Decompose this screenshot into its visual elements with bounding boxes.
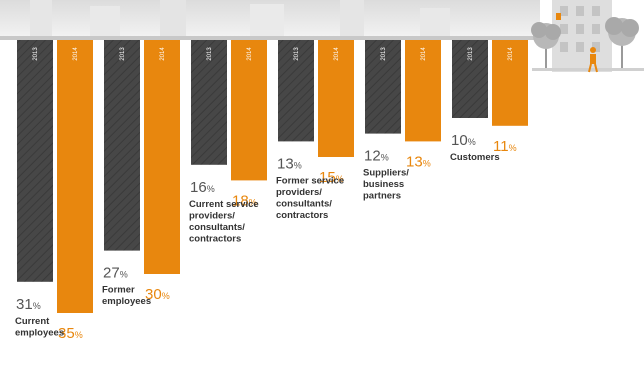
bar-2014-3 (318, 40, 354, 157)
year-label-2014: 2014 (73, 47, 79, 61)
bar-2013-1 (104, 40, 140, 251)
bar-2014-5 (492, 40, 528, 126)
value-label-2013: 27% (103, 265, 128, 282)
category-label: Current employees (15, 316, 64, 339)
year-label-2014: 2014 (334, 47, 340, 61)
category-label: Suppliers/business partners (363, 168, 409, 202)
bar-2013-5 (452, 40, 488, 118)
category-label: Current service providers/consultants/con… (189, 199, 259, 245)
person-icon (588, 47, 598, 73)
value-label-2014: 13% (406, 153, 431, 170)
category-label: Customers (450, 152, 500, 163)
bar-2014-0 (57, 40, 93, 313)
value-label-2013: 16% (190, 179, 215, 196)
tree-icon (605, 17, 639, 68)
tree-icon (531, 22, 561, 68)
bar-2013-4 (365, 40, 401, 134)
year-label-2013: 2013 (381, 47, 387, 61)
value-label-2013: 31% (16, 296, 41, 313)
bar-2014-2 (231, 40, 267, 181)
bar-2014-1 (144, 40, 180, 274)
value-label-2013: 10% (451, 132, 476, 149)
year-label-2014: 2014 (160, 47, 166, 61)
year-label-2013: 2013 (294, 47, 300, 61)
value-label-2013: 12% (364, 148, 389, 165)
category-label: Former service providers/consultants/cont… (276, 175, 344, 221)
value-label-2014: 35% (58, 325, 83, 342)
year-label-2013: 2013 (120, 47, 126, 61)
bar-2013-2 (191, 40, 227, 165)
bar-2013-0 (17, 40, 53, 282)
year-label-2013: 2013 (468, 47, 474, 61)
value-label-2014: 30% (145, 286, 170, 303)
building-illustration (532, 0, 644, 72)
category-label: Former employees (102, 285, 151, 308)
chart-marks: 2013 2014 31% 35%Current employees 2013 2014 27… (15, 40, 528, 342)
year-label-2013: 2013 (33, 47, 39, 61)
bar-2014-4 (405, 40, 441, 142)
year-label-2013: 2013 (207, 47, 213, 61)
value-label-2014: 11% (493, 138, 517, 155)
value-label-2013: 13% (277, 155, 302, 172)
value-label-2014: 15% (319, 169, 344, 186)
year-label-2014: 2014 (247, 47, 253, 61)
year-label-2014: 2014 (508, 47, 514, 61)
bar-2013-3 (278, 40, 314, 142)
year-label-2014: 2014 (421, 47, 427, 61)
value-label-2014: 18% (232, 192, 257, 209)
header-band (0, 0, 540, 40)
